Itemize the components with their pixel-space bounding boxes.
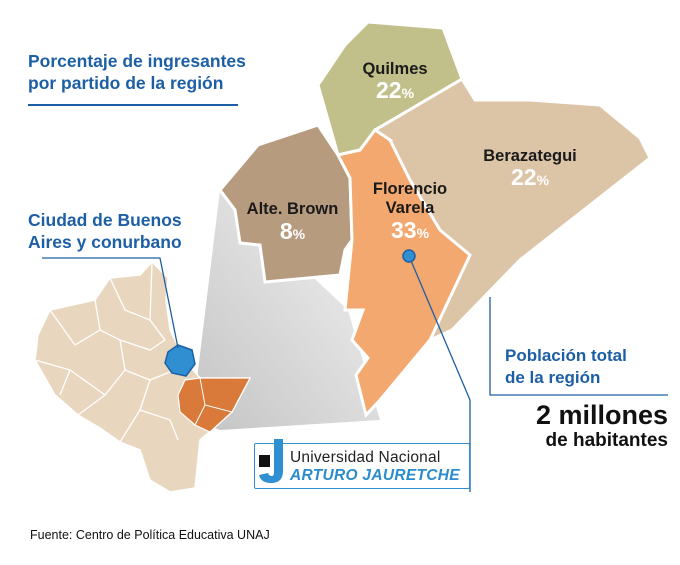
university-logo: Universidad Nacional ARTURO JAURETCHE — [254, 437, 472, 489]
population-label: Población total de la región — [505, 345, 665, 389]
population-leader-line — [489, 297, 668, 396]
inset-label: Ciudad de Buenos Aires y conurbano — [28, 209, 198, 253]
location-marker — [402, 249, 416, 263]
inset-caba[interactable] — [164, 344, 196, 377]
percent-alte-brown: 8% — [279, 218, 306, 244]
logo-leader-line — [408, 255, 471, 492]
zoom-projection — [192, 190, 380, 430]
label-alte-brown: Alte. Brown — [246, 200, 339, 218]
inset-label-line-1: Ciudad de Buenos — [28, 210, 182, 230]
inset-label-line-2: Aires y conurbano — [28, 232, 182, 252]
source-note: Fuente: Centro de Política Educativa UNA… — [30, 528, 270, 542]
logo-line-1: Universidad Nacional — [290, 449, 441, 466]
title-line-1: Porcentaje de ingresantes — [28, 51, 246, 71]
logo-j-icon — [259, 439, 283, 483]
inset-region-highlight — [177, 377, 251, 433]
label-quilmes: Quilmes — [362, 60, 428, 78]
percent-berazategui: 22% — [510, 164, 550, 190]
population-label-line-2: de la región — [505, 368, 601, 387]
map-title: Porcentaje de ingresantes por partido de… — [28, 50, 248, 94]
population-value: 2 millones de habitantes — [0, 400, 668, 451]
logo-line-2: ARTURO JAURETCHE — [290, 467, 460, 484]
inset-map — [34, 260, 252, 493]
population-value-line-2: de habitantes — [545, 430, 668, 451]
inset-leader-line — [42, 257, 179, 349]
region-florencio-varela[interactable] — [335, 127, 472, 419]
population-label-line-1: Población total — [505, 346, 627, 365]
label-florencio-varela: Florencio Varela — [372, 180, 448, 217]
title-line-2: por partido de la región — [28, 73, 224, 93]
percent-quilmes: 22% — [375, 77, 415, 103]
label-berazategui: Berazategui — [483, 147, 577, 165]
logo-frame — [254, 443, 470, 489]
percent-florencio-varela: 33% — [390, 217, 430, 243]
title-underline — [28, 104, 238, 106]
population-value-line-1: 2 millones — [535, 400, 668, 430]
